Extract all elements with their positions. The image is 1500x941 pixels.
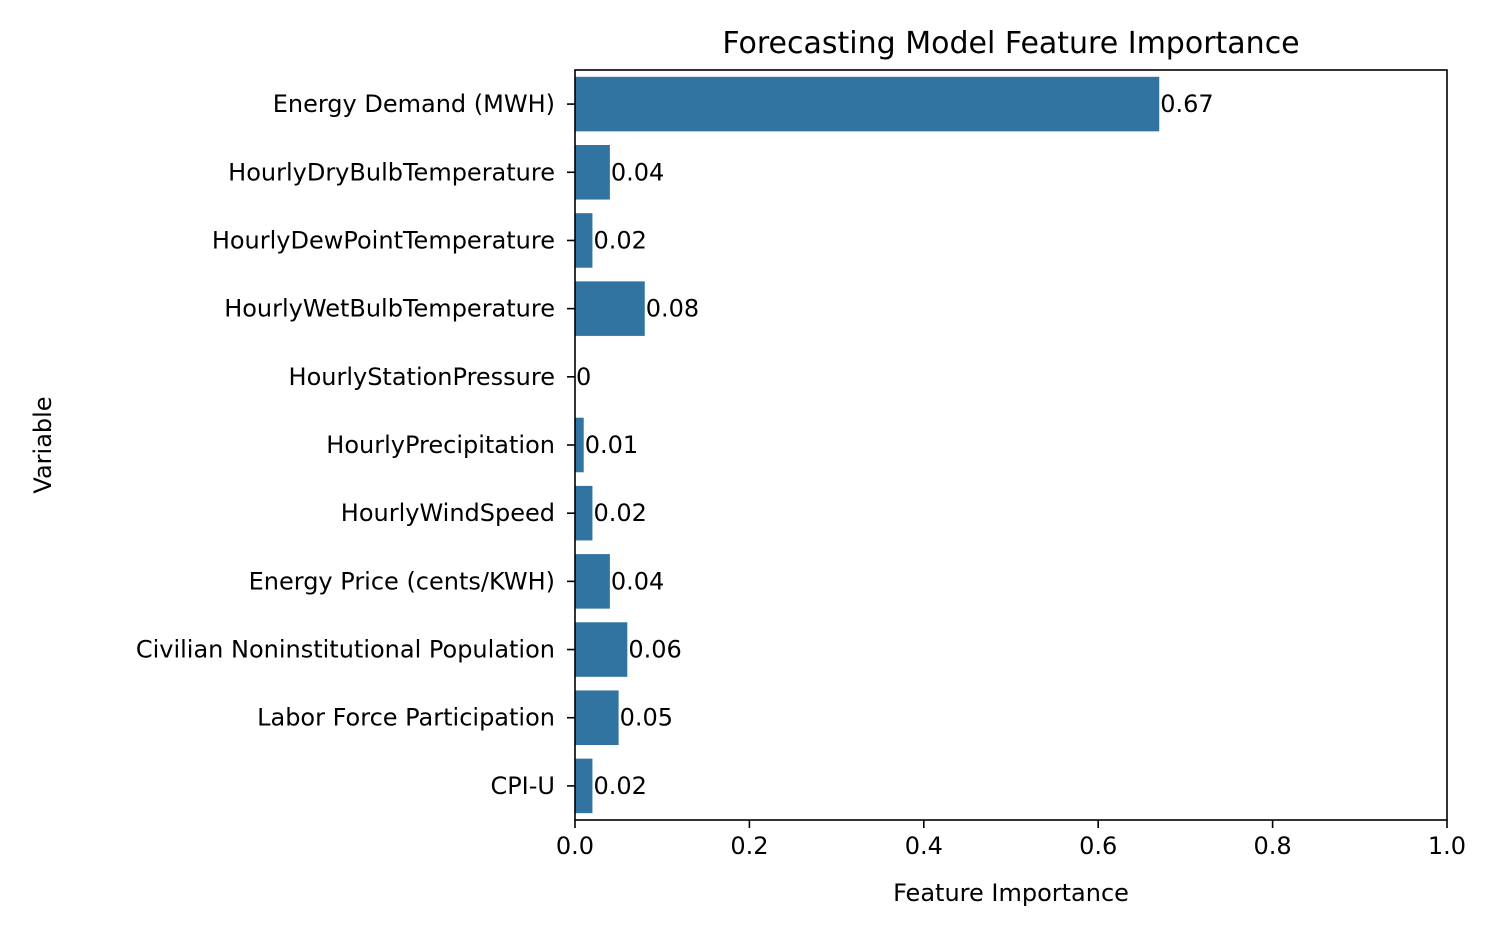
bar-value-label: 0: [576, 363, 591, 391]
x-tick-label: 0.8: [1254, 832, 1292, 860]
chart-title: Forecasting Model Feature Importance: [722, 26, 1299, 61]
y-tick-label: HourlyWindSpeed: [341, 499, 555, 527]
x-axis-label: Feature Importance: [893, 879, 1129, 907]
bar-value-label: 0.08: [646, 295, 699, 323]
bar: [575, 417, 584, 473]
bar-value-label: 0.06: [628, 636, 681, 664]
bars-group: [575, 76, 1160, 814]
bar-value-label: 0.01: [585, 431, 638, 459]
y-tick-label: Energy Price (cents/KWH): [249, 567, 555, 595]
bar: [575, 76, 1160, 132]
y-axis: Energy Demand (MWH) HourlyDryBulbTemperat…: [136, 90, 575, 800]
bar: [575, 554, 610, 609]
x-tick-label: 0.0: [556, 832, 594, 860]
bar-value-label: 0.67: [1160, 90, 1213, 118]
bar: [575, 485, 593, 541]
bar: [575, 690, 619, 745]
bar-value-label: 0.02: [593, 499, 646, 527]
bar-value-label: 0.02: [593, 772, 646, 800]
y-tick-label: HourlyWetBulbTemperature: [224, 295, 555, 323]
bar: [575, 281, 645, 336]
y-tick-label: HourlyDryBulbTemperature: [228, 158, 555, 186]
x-tick-label: 1.0: [1428, 832, 1466, 860]
y-tick-label: HourlyStationPressure: [289, 363, 555, 391]
bar-value-label: 0.04: [611, 567, 664, 595]
bar: [575, 145, 610, 200]
x-axis: 0.0 0.2 0.4 0.6 0.8 1.0: [556, 820, 1466, 860]
x-tick-label: 0.4: [905, 832, 943, 860]
y-tick-label: Civilian Noninstitutional Population: [136, 636, 555, 664]
y-tick-label: Labor Force Participation: [257, 704, 555, 732]
y-tick-label: HourlyDewPointTemperature: [212, 226, 555, 254]
bar: [575, 213, 593, 268]
bar: [575, 622, 628, 677]
y-tick-label: HourlyPrecipitation: [326, 431, 555, 459]
bar-value-label: 0.02: [593, 226, 646, 254]
y-tick-label: Energy Demand (MWH): [273, 90, 555, 118]
plot-frame: [574, 69, 1448, 821]
y-tick-label: CPI-U: [490, 772, 555, 800]
y-axis-label: Variable: [29, 396, 57, 493]
bar-value-label: 0.04: [611, 158, 664, 186]
value-labels-group: 0.67 0.04 0.02 0.08 0 0.01 0.02 0.04 0.06 0.05 0.0…: [576, 90, 1214, 800]
x-tick-label: 0.2: [730, 832, 768, 860]
bar: [575, 758, 593, 814]
bar-value-label: 0.05: [620, 704, 673, 732]
x-tick-label: 0.6: [1079, 832, 1117, 860]
